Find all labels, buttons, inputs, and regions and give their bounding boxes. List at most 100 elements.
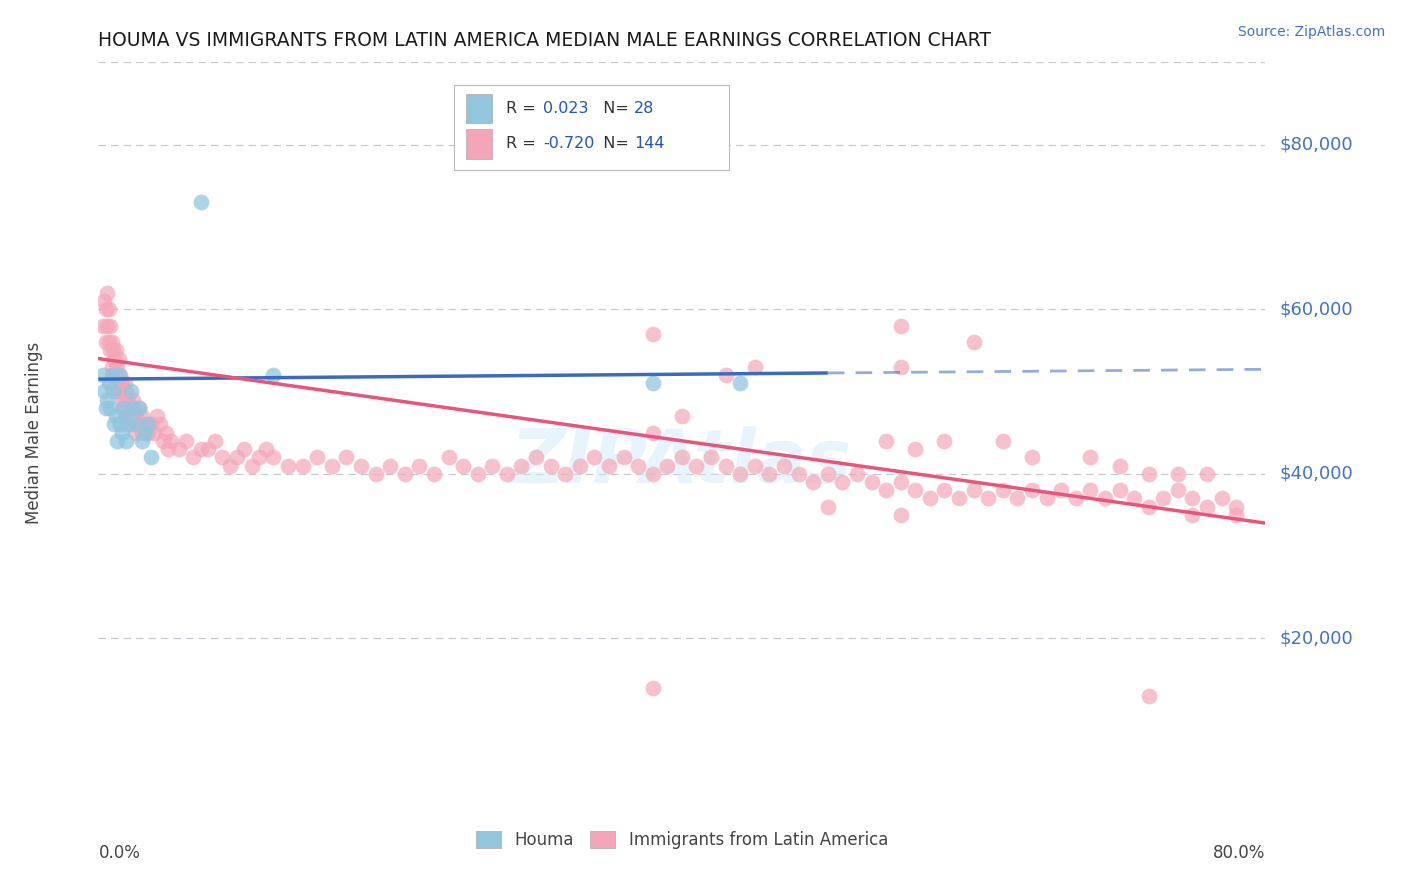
Point (1225, 500, 1247, 514)
Point (128, 401, 150, 415)
Point (744, 359, 766, 374)
Point (554, 467, 576, 481)
Point (437, 450, 460, 465)
Point (97, 376, 120, 391)
Point (111, 392, 134, 407)
Point (110, 368, 132, 382)
Point (190, 442, 212, 456)
Point (108, 351, 131, 366)
Point (96, 318, 118, 333)
Point (122, 401, 145, 415)
Point (134, 425, 156, 440)
Point (496, 467, 519, 481)
Point (233, 442, 256, 456)
Point (131, 425, 153, 440)
Point (1080, 450, 1102, 465)
Point (110, 384, 132, 399)
Point (612, 450, 634, 465)
Point (510, 458, 533, 473)
Point (1094, 491, 1116, 506)
Point (97, 302, 120, 317)
Point (94, 302, 117, 317)
Point (111, 425, 134, 440)
Point (94, 335, 117, 350)
Point (758, 467, 780, 481)
Point (136, 425, 159, 440)
Point (103, 417, 125, 432)
Point (321, 458, 343, 473)
Point (155, 425, 177, 440)
Point (120, 417, 142, 432)
Point (1021, 450, 1043, 465)
Point (773, 458, 796, 473)
Point (152, 434, 174, 448)
Point (568, 458, 591, 473)
Point (671, 409, 693, 424)
Text: $60,000: $60,000 (1279, 301, 1353, 318)
Point (1195, 500, 1218, 514)
Point (262, 368, 284, 382)
Point (744, 458, 766, 473)
Point (890, 508, 912, 522)
Point (890, 318, 912, 333)
Point (598, 458, 620, 473)
Point (91, 318, 114, 333)
Point (467, 467, 489, 481)
Point (671, 450, 693, 465)
Point (247, 450, 270, 465)
Point (103, 351, 125, 366)
Point (1050, 483, 1073, 498)
Point (685, 458, 707, 473)
Point (112, 401, 135, 415)
Point (114, 392, 136, 407)
Point (1108, 483, 1130, 498)
Point (139, 450, 162, 465)
Point (115, 384, 138, 399)
Point (641, 425, 664, 440)
Point (111, 376, 134, 391)
Point (1108, 458, 1130, 473)
Point (167, 442, 190, 456)
Point (254, 442, 277, 456)
Point (122, 409, 145, 424)
Text: 0.0%: 0.0% (98, 844, 141, 862)
Point (181, 450, 204, 465)
Point (831, 475, 853, 489)
Point (100, 368, 122, 382)
Text: $80,000: $80,000 (1279, 136, 1353, 153)
Point (134, 417, 156, 432)
Point (91, 368, 114, 382)
Point (100, 359, 122, 374)
Point (1137, 500, 1160, 514)
Point (146, 409, 169, 424)
Point (787, 467, 810, 481)
Text: $40,000: $40,000 (1279, 465, 1353, 483)
Point (117, 409, 139, 424)
Point (962, 483, 984, 498)
Point (1035, 491, 1057, 506)
Point (423, 467, 446, 481)
Point (204, 434, 226, 448)
Point (641, 681, 664, 695)
Point (93, 293, 115, 308)
Point (700, 450, 723, 465)
Point (1211, 491, 1233, 506)
Point (1195, 467, 1218, 481)
Point (160, 434, 183, 448)
Point (103, 376, 125, 391)
Point (1137, 467, 1160, 481)
Point (122, 392, 145, 407)
Point (114, 376, 136, 391)
Point (125, 425, 148, 440)
Text: 80.0%: 80.0% (1213, 844, 1265, 862)
Text: $20,000: $20,000 (1279, 629, 1353, 648)
Text: 0.023: 0.023 (543, 101, 589, 116)
Point (218, 458, 240, 473)
Point (1064, 491, 1087, 506)
Point (408, 458, 430, 473)
Point (197, 442, 219, 456)
FancyBboxPatch shape (454, 85, 728, 169)
Point (98, 318, 121, 333)
Point (110, 417, 132, 432)
Point (157, 442, 180, 456)
